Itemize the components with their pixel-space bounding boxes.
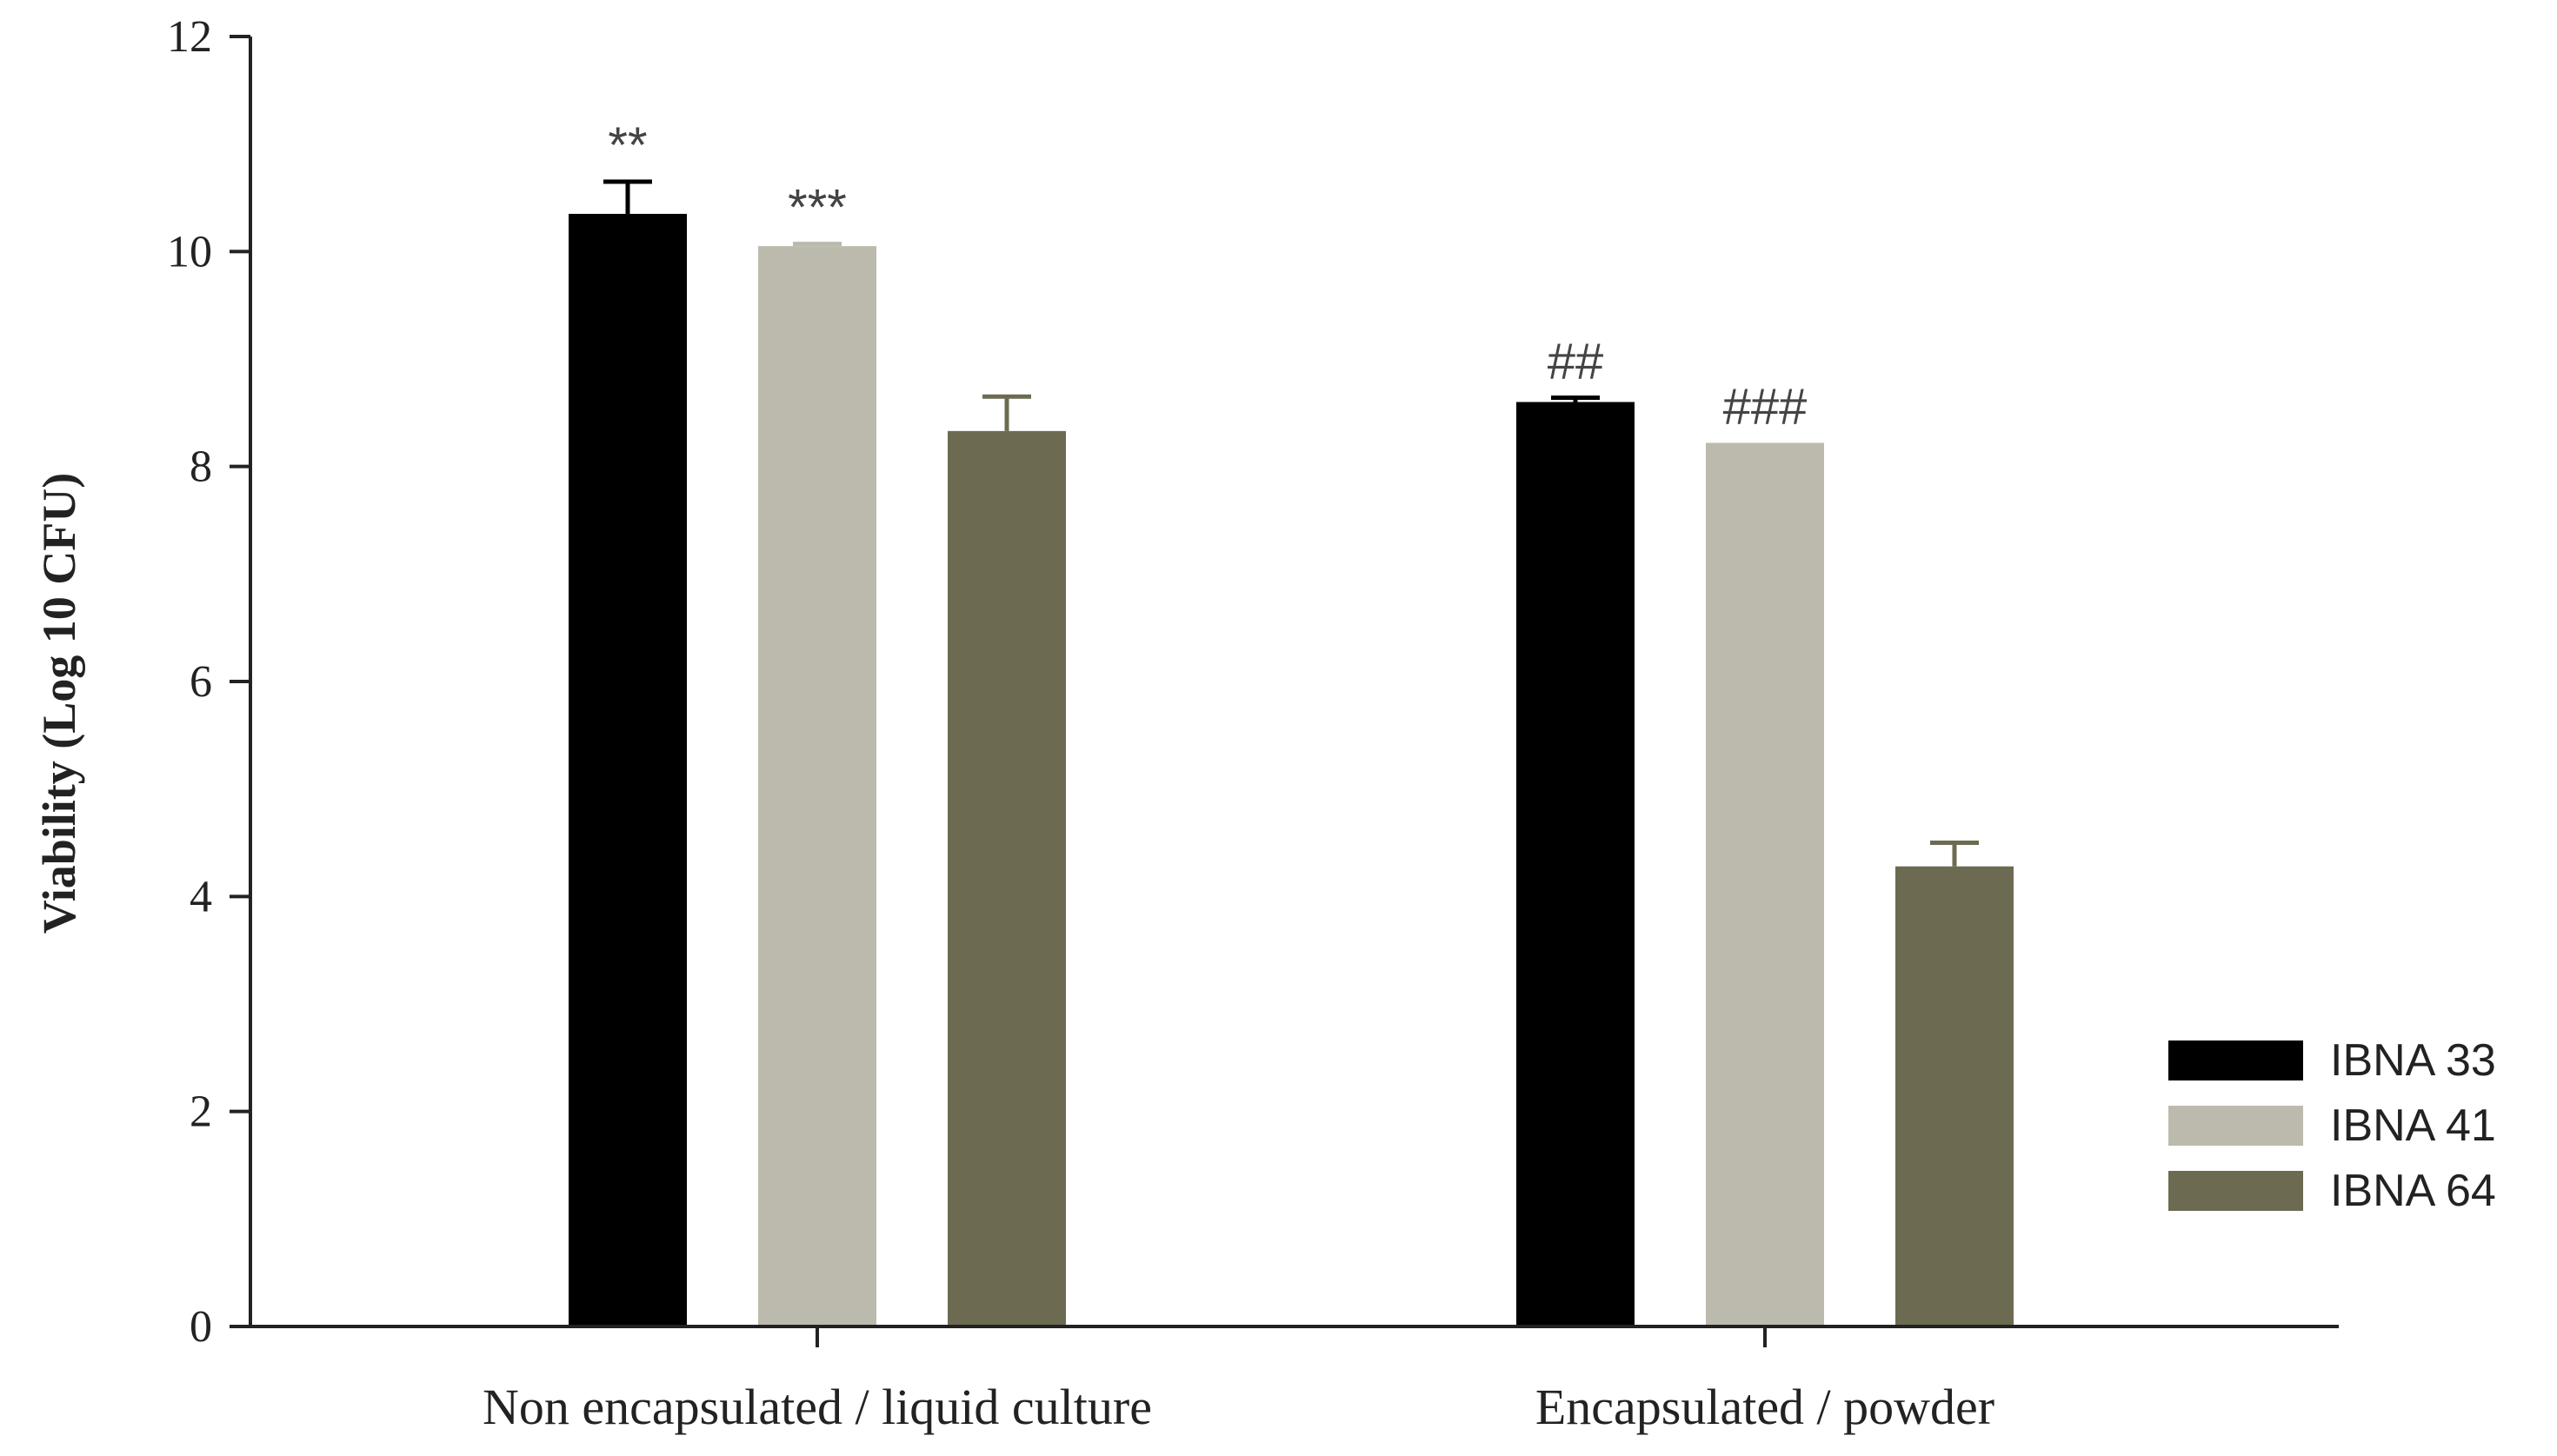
annotations-layer: *****##### bbox=[608, 117, 1807, 435]
y-tick-label: 4 bbox=[190, 872, 212, 921]
y-tick-label: 12 bbox=[167, 12, 212, 62]
legend-swatch bbox=[2168, 1171, 2303, 1211]
legend-label: IBNA 33 bbox=[2330, 1035, 2496, 1086]
y-tick-label: 8 bbox=[190, 442, 212, 492]
y-tick-label: 10 bbox=[167, 227, 212, 276]
legend: IBNA 33 IBNA 41 IBNA 64 bbox=[2168, 1035, 2496, 1216]
legend-swatch bbox=[2168, 1106, 2303, 1146]
legend-label: IBNA 64 bbox=[2330, 1166, 2496, 1216]
x-ticks-layer: Non encapsulated / liquid culture Encapsu… bbox=[483, 1326, 1994, 1435]
bar bbox=[569, 214, 687, 1326]
y-axis-title: Viability (Log 10 CFU) bbox=[33, 473, 85, 934]
y-tick-label: 6 bbox=[190, 657, 212, 707]
y-tick-label: 2 bbox=[190, 1087, 212, 1137]
y-tick-label: 0 bbox=[190, 1302, 212, 1352]
x-category-label: Encapsulated / powder bbox=[1535, 1379, 1994, 1435]
bar bbox=[758, 246, 876, 1326]
significance-annotation: ## bbox=[1548, 334, 1604, 390]
bar bbox=[948, 430, 1066, 1326]
bar bbox=[1895, 866, 2014, 1326]
significance-annotation: *** bbox=[788, 180, 847, 236]
y-ticks-layer: 0 2 4 6 8 10 12 bbox=[167, 12, 250, 1352]
x-category-label: Non encapsulated / liquid culture bbox=[483, 1379, 1152, 1435]
error-bars-layer bbox=[603, 179, 1979, 867]
bar bbox=[1516, 402, 1635, 1326]
significance-annotation: ### bbox=[1723, 378, 1808, 435]
legend-swatch bbox=[2168, 1040, 2303, 1080]
bar bbox=[1706, 442, 1824, 1327]
legend-label: IBNA 41 bbox=[2330, 1100, 2496, 1151]
bars-layer bbox=[569, 214, 2014, 1327]
significance-annotation: ** bbox=[608, 117, 647, 174]
